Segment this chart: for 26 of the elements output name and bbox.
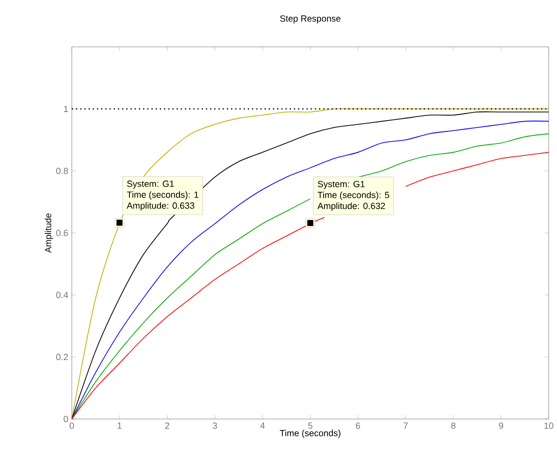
x-tick-label: 10	[544, 422, 554, 429]
x-tick-label: 1	[118, 422, 122, 429]
x-tick-label: 8	[451, 422, 456, 429]
x-tick-label: 0	[70, 422, 74, 429]
x-tick-label: 9	[498, 422, 504, 429]
annotation: Amplitude: 0.633	[126, 202, 194, 211]
x-tick-label: 7	[404, 422, 408, 429]
x-tick-label: 3	[212, 422, 217, 429]
y-tick-label: 1	[64, 106, 68, 112]
x-axis-title: Time (seconds)	[280, 430, 340, 438]
chart-title: Step Response	[280, 15, 340, 24]
annotation: Time (seconds): 5	[318, 192, 390, 200]
y-tick-label: 0.2	[56, 354, 68, 360]
annotation: Time (seconds): 1	[126, 191, 198, 200]
x-tick-label: 4	[260, 422, 265, 429]
annotation: Amplitude: 0.632	[317, 202, 385, 211]
annotation: System: G1	[127, 180, 174, 189]
y-tick-label: 0	[64, 416, 68, 422]
y-axis-title: Amplitude	[44, 213, 54, 253]
annotation: System: G1	[318, 180, 365, 190]
x-tick-label: 2	[165, 422, 170, 429]
y-tick-label: 0.8	[56, 168, 68, 174]
y-tick-label: 0.4	[56, 292, 68, 298]
y-tick-label: 0.6	[56, 230, 68, 236]
x-tick-label: 5	[308, 422, 312, 429]
x-tick-label: 6	[356, 422, 360, 429]
